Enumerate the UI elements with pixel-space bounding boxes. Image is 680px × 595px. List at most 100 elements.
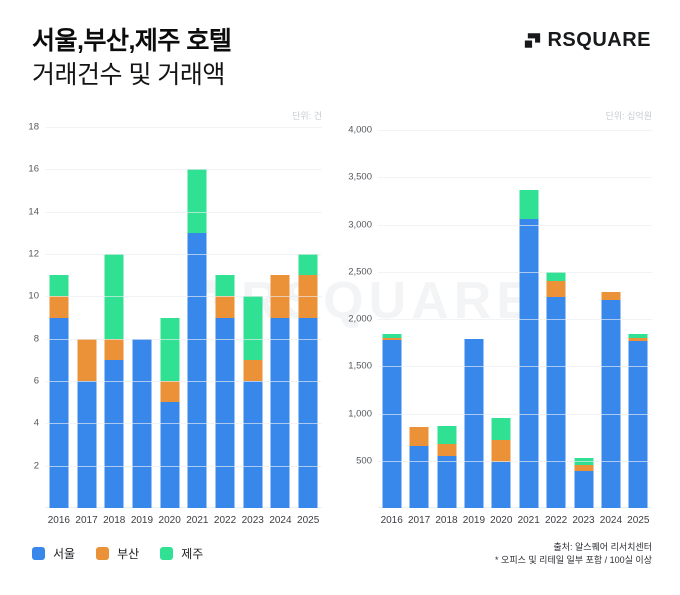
bar-segment-seoul [491, 461, 511, 508]
bar-segment-seoul [382, 340, 402, 508]
x-axis-baseline [45, 507, 322, 508]
bar-segment-jeju [491, 417, 511, 441]
plot-area: 500 1,000 1,500 2,000 2,500 3,000 3,500 4,000 [348, 125, 652, 508]
legend-item-busan: 부산 [96, 545, 139, 562]
bar-segment-jeju [160, 317, 180, 381]
bar-segment-busan [437, 444, 456, 457]
bar-segment-jeju [519, 189, 539, 219]
x-axis-tick-label: 2025 [627, 515, 650, 526]
bar-2019 [464, 130, 484, 508]
x-axis-tick-label: 2020 [490, 515, 513, 526]
x-axis-baseline [378, 507, 652, 508]
y-axis-tick-label: 6 [33, 375, 39, 387]
page-title: 서울,부산,제주 호텔 거래건수 및 거래액 [32, 24, 232, 92]
gridline [45, 465, 322, 467]
bar-segment-busan [104, 338, 124, 360]
bar-segment-seoul [574, 471, 593, 508]
x-axis-tick-label: 2025 [297, 515, 320, 526]
x-axis-tick-label: 2019 [130, 515, 154, 526]
disclaimer-line: * 오피스 및 리테일 일부 포함 / 100실 이상 [495, 555, 652, 565]
y-axis-tick-label: 10 [28, 290, 39, 302]
x-axis-tick-label: 2016 [380, 515, 403, 526]
bar-2016 [49, 127, 69, 508]
y-axis-tick-label: 3,500 [348, 171, 372, 183]
gridline [378, 413, 652, 415]
bar-segment-seoul [409, 445, 429, 508]
x-axis-tick-label: 2020 [158, 515, 181, 526]
gridline [378, 271, 652, 273]
legend-label-busan: 부산 [117, 547, 140, 561]
x-axis-tick-label: 2019 [462, 515, 486, 526]
bar-2021 [187, 127, 207, 508]
bar-segment-seoul [298, 317, 318, 508]
title-line-2: 거래건수 및 거래액 [32, 61, 225, 89]
x-axis-tick-label: 2017 [75, 515, 98, 526]
source-line: 출처: 알스퀘어 리서치센터 [553, 542, 652, 552]
bar-2018 [104, 127, 124, 508]
y-axis-tick-label: 1,000 [348, 408, 372, 419]
gridline [378, 177, 652, 179]
legend-item-seoul: 서울 [32, 545, 75, 562]
gridline [45, 381, 322, 382]
bar-segment-busan [49, 296, 69, 318]
y-axis-tick-label: 2 [33, 460, 39, 472]
bar-segment-busan [215, 296, 235, 318]
x-axis-tick-label: 2023 [572, 515, 595, 526]
x-axis-tick-label: 2016 [47, 515, 70, 526]
bar-2024 [270, 127, 290, 508]
bar-segment-jeju [187, 169, 207, 233]
legend-swatch-busan [96, 547, 110, 560]
bar-segment-seoul [187, 232, 207, 508]
x-axis-tick-label: 2022 [544, 515, 568, 526]
y-axis-tick-label: 14 [28, 206, 39, 218]
y-axis-tick-label: 4,000 [348, 124, 372, 136]
bar-2017 [77, 127, 97, 508]
y-axis-tick-label: 8 [33, 333, 39, 345]
bar-segment-seoul [160, 402, 180, 508]
bar-segment-seoul [519, 218, 539, 508]
legend: 서울 부산 제주 [32, 545, 203, 562]
x-axis-tick-label: 2024 [269, 515, 292, 526]
bar-segment-seoul [270, 317, 290, 508]
bar-segment-seoul [77, 381, 97, 508]
x-axis-tick-label: 2017 [407, 515, 431, 526]
unit-label-amount: 단위: 십억원 [605, 111, 652, 121]
gridline [45, 338, 322, 340]
bar-segment-seoul [601, 300, 621, 508]
chart-transaction-count: 단위: 건 2 4 6 8 10 12 14 16 18 2016 2017 2018 2019 202… [24, 109, 322, 531]
gridline [378, 130, 652, 131]
bar-segment-busan [243, 359, 263, 381]
y-axis-tick-label: 500 [356, 455, 372, 467]
x-axis-tick-label: 2021 [186, 515, 209, 526]
bar-segment-jeju [437, 426, 456, 445]
bar-segment-busan [574, 464, 593, 472]
bar-2019 [132, 127, 152, 508]
bar-segment-jeju [546, 271, 566, 281]
bar-segment-jeju [243, 296, 263, 360]
bar-segment-busan [601, 292, 621, 301]
bar-segment-jeju [49, 275, 69, 297]
chart-transaction-amount: 단위: 십억원 500 1,000 1,500 2,000 2,500 3,000 3,50… [348, 109, 652, 531]
rsquare-logo-text: RSQUARE [547, 29, 651, 51]
bar-segment-jeju [215, 275, 235, 297]
y-axis-tick-label: 18 [28, 121, 39, 133]
gridline [45, 169, 322, 171]
rsquare-logo: RSQUARE [524, 29, 651, 52]
x-axis-tick-label: 2018 [435, 515, 458, 526]
bar-segment-busan [628, 338, 648, 341]
legend-swatch-seoul [32, 547, 45, 560]
gridline [45, 296, 322, 298]
x-axis-tick-label: 2018 [103, 515, 126, 526]
unit-label-count: 단위: 건 [292, 111, 322, 121]
bar-segment-seoul [464, 338, 484, 508]
bar-segment-busan [160, 381, 180, 403]
rsquare-logo-icon [524, 32, 541, 49]
bar-2021 [519, 130, 539, 508]
title-line-1: 서울,부산,제주 호텔 [32, 27, 232, 55]
bar-segment-seoul [243, 381, 263, 508]
bar-2018 [437, 130, 456, 508]
bar-segment-busan [546, 280, 566, 298]
x-axis-labels: 2016 2017 2018 2019 2020 2021 2022 2023 2024 2025 [378, 515, 652, 531]
bar-segment-seoul [546, 297, 566, 508]
bar-segment-busan [409, 426, 429, 446]
